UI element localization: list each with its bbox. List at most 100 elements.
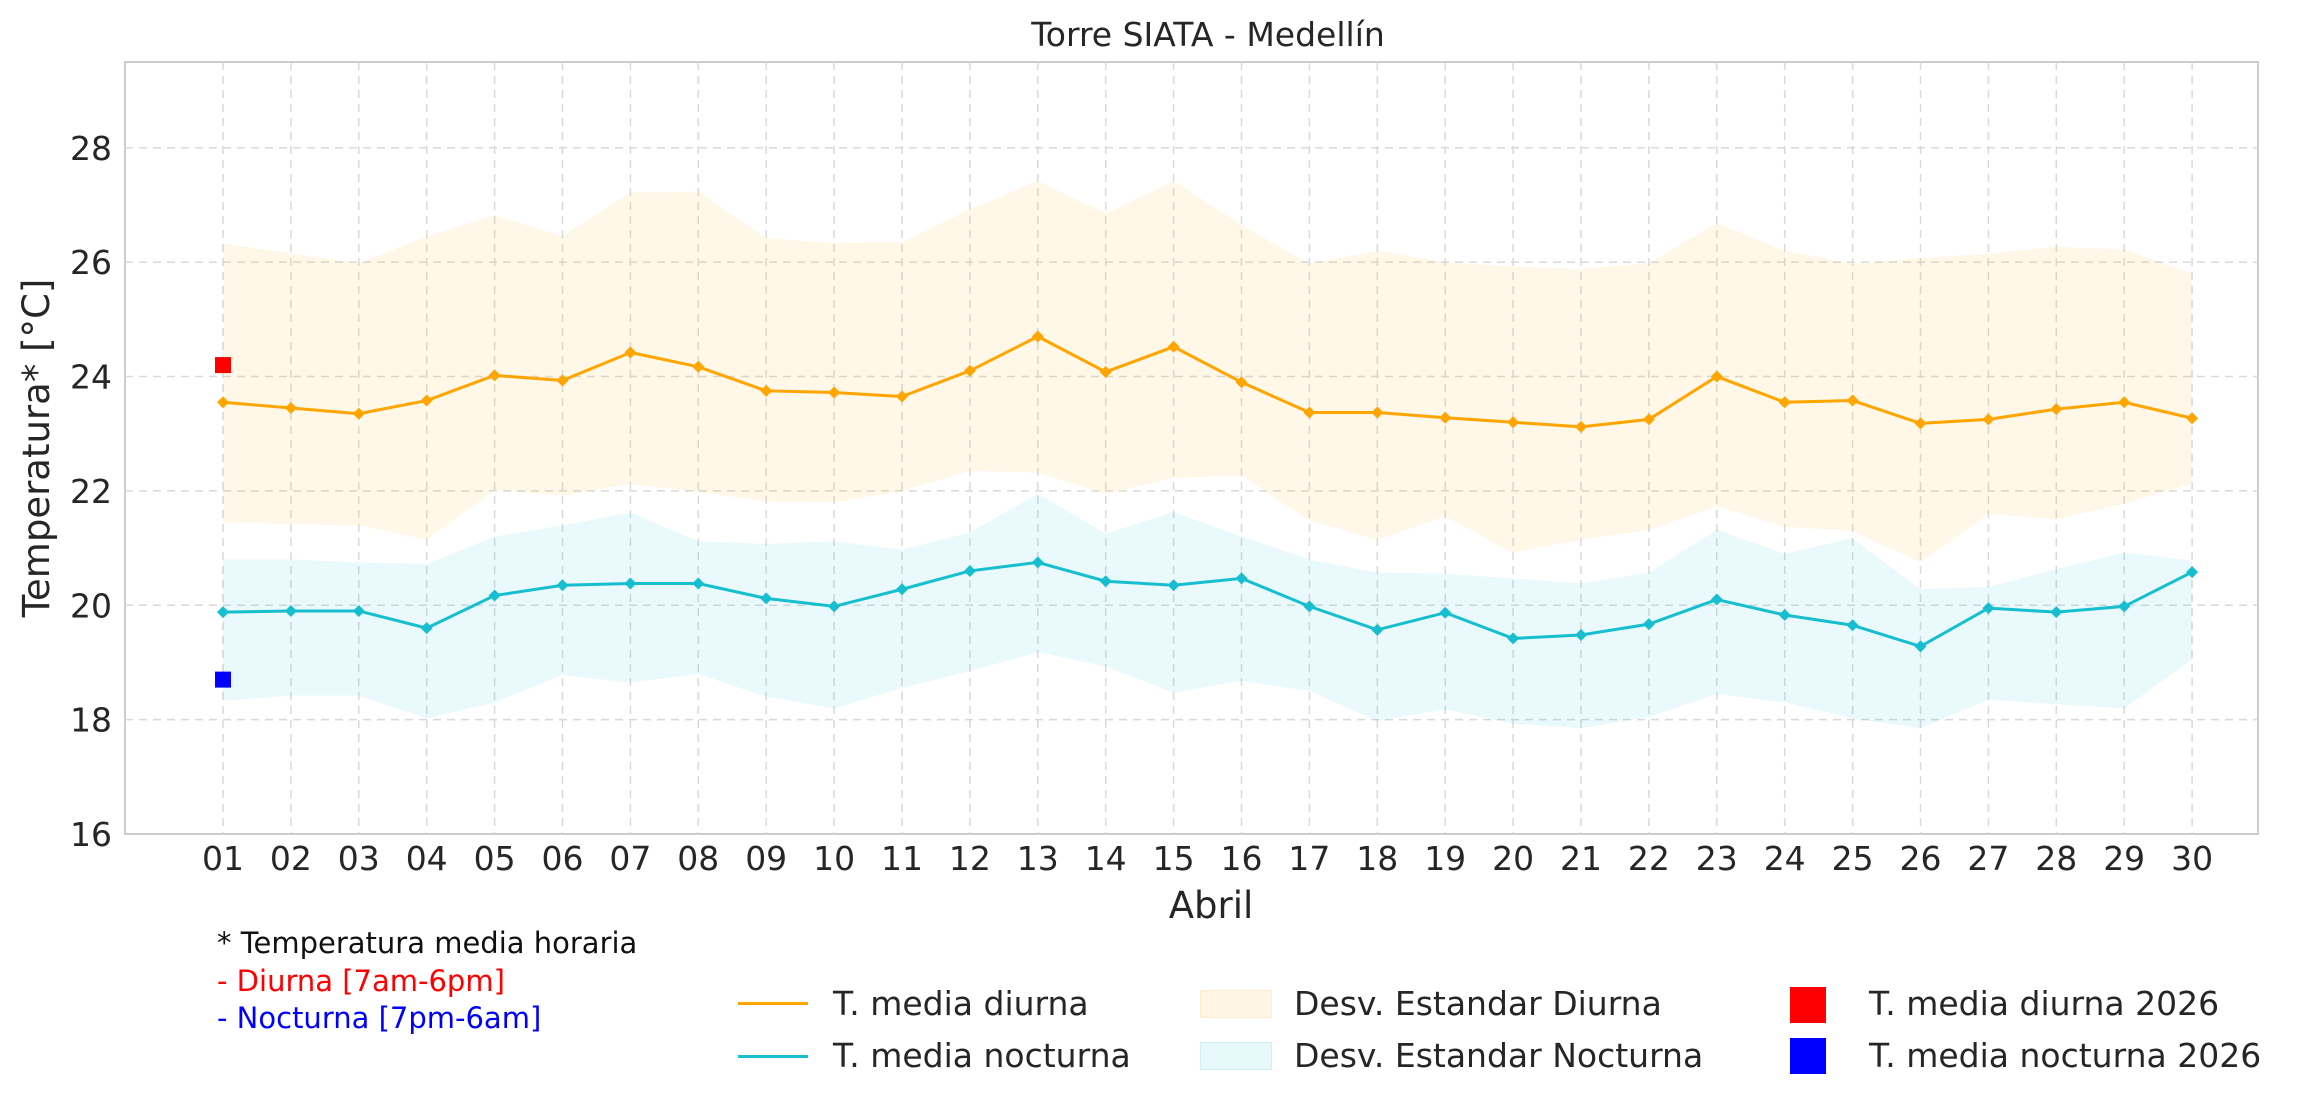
point-nocturna bbox=[352, 604, 365, 617]
point-diurna bbox=[217, 396, 229, 409]
point-nocturna bbox=[1371, 623, 1384, 636]
point-diurna bbox=[692, 360, 705, 373]
point-nocturna bbox=[1642, 618, 1655, 631]
line-nocturna bbox=[222, 560, 2193, 649]
point-diurna bbox=[2186, 412, 2199, 425]
point-nocturna bbox=[1167, 579, 1180, 592]
x-tick-label: 07 bbox=[609, 839, 651, 878]
point-diurna bbox=[284, 401, 297, 414]
point-diurna bbox=[1235, 376, 1248, 389]
point-nocturna bbox=[556, 579, 569, 592]
point-diurna bbox=[352, 407, 365, 420]
point-diurna bbox=[556, 374, 569, 387]
x-tick-label: 09 bbox=[745, 839, 787, 878]
point-diurna bbox=[1167, 340, 1180, 353]
y-tick-label: 22 bbox=[70, 472, 112, 511]
x-tick-label: 25 bbox=[1832, 839, 1874, 878]
note-night-hours: - Nocturna [7pm-6am] bbox=[217, 1001, 542, 1035]
point-diurna bbox=[1642, 413, 1655, 426]
point-diurna bbox=[488, 369, 501, 382]
x-tick-label: 24 bbox=[1764, 839, 1806, 878]
grid-lines bbox=[125, 62, 2258, 834]
chart-title: Torre SIATA - Medellín bbox=[1030, 15, 1385, 54]
point-nocturna bbox=[1099, 575, 1112, 588]
point-diurna bbox=[1846, 394, 1859, 407]
point-nocturna bbox=[1575, 628, 1587, 641]
point-diurna bbox=[1710, 370, 1723, 383]
x-tick-label: 02 bbox=[270, 839, 312, 878]
y-tick-label: 26 bbox=[70, 243, 112, 282]
legend-label-band-nocturna: Desv. Estandar Nocturna bbox=[1294, 1036, 1704, 1075]
marker-diurna-2026 bbox=[215, 357, 231, 374]
point-diurna bbox=[1303, 406, 1316, 419]
legend-swatch-band-nocturna bbox=[1200, 1042, 1272, 1070]
point-nocturna bbox=[1982, 602, 1995, 615]
point-nocturna bbox=[760, 592, 773, 605]
point-diurna bbox=[1439, 411, 1452, 424]
line-diurna bbox=[222, 334, 2193, 429]
point-diurna bbox=[420, 394, 433, 407]
point-nocturna bbox=[1235, 572, 1248, 585]
note-day-hours: - Diurna [7am-6pm] bbox=[217, 964, 505, 998]
x-tick-label: 21 bbox=[1560, 839, 1602, 878]
x-tick-label: 01 bbox=[202, 839, 244, 878]
point-nocturna bbox=[1914, 640, 1927, 653]
x-tick-label: 05 bbox=[474, 839, 516, 878]
x-tick-label: 06 bbox=[542, 839, 584, 878]
x-tick-label: 23 bbox=[1696, 839, 1738, 878]
point-nocturna bbox=[1507, 632, 1520, 645]
x-tick-label: 12 bbox=[949, 839, 991, 878]
point-diurna bbox=[1575, 420, 1587, 433]
x-tick-label: 19 bbox=[1424, 839, 1466, 878]
x-tick-label: 11 bbox=[881, 839, 923, 878]
point-nocturna bbox=[420, 622, 433, 635]
point-nocturna bbox=[1778, 608, 1791, 621]
point-nocturna bbox=[284, 604, 297, 617]
y-tick-label: 18 bbox=[70, 701, 112, 740]
point-nocturna bbox=[624, 577, 637, 590]
point-diurna bbox=[760, 384, 773, 397]
point-diurna bbox=[1982, 413, 1995, 426]
point-nocturna bbox=[2118, 600, 2131, 613]
point-diurna bbox=[1778, 396, 1791, 409]
x-tick-label: 03 bbox=[338, 839, 380, 878]
x-tick-label: 17 bbox=[1288, 839, 1330, 878]
legend-swatch-nocturna-2026 bbox=[1790, 1038, 1826, 1074]
point-diurna bbox=[1031, 330, 1044, 343]
point-nocturna bbox=[2050, 606, 2063, 619]
point-nocturna bbox=[1846, 619, 1859, 632]
point-nocturna bbox=[963, 564, 976, 577]
x-tick-label: 15 bbox=[1153, 839, 1195, 878]
legend-label-nocturna-2026: T. media nocturna 2026 bbox=[1869, 1036, 2262, 1075]
x-tick-label: 04 bbox=[406, 839, 448, 878]
x-tick-label: 08 bbox=[677, 839, 719, 878]
point-diurna bbox=[1371, 406, 1384, 419]
x-tick-label: 28 bbox=[2035, 839, 2077, 878]
point-diurna bbox=[2118, 396, 2131, 409]
legend-label-nocturna: T. media nocturna bbox=[833, 1036, 1131, 1075]
x-tick-labels: 01 02 03 04 05 06 07 08 09 10 11 12 13 14 15 16 17 18 19 20… bbox=[202, 839, 2213, 878]
legend-label-diurna: T. media diurna bbox=[833, 984, 1089, 1023]
series-points bbox=[217, 330, 2199, 653]
x-tick-label: 26 bbox=[1900, 839, 1942, 878]
x-tick-label: 30 bbox=[2171, 839, 2213, 878]
x-tick-label: 20 bbox=[1492, 839, 1534, 878]
y-tick-labels: 16 18 20 22 24 26 28 bbox=[70, 129, 112, 854]
x-tick-label: 18 bbox=[1356, 839, 1398, 878]
x-tick-label: 27 bbox=[1967, 839, 2009, 878]
point-diurna bbox=[624, 346, 637, 359]
point-nocturna bbox=[692, 577, 705, 590]
legend-label-band-diurna: Desv. Estandar Diurna bbox=[1294, 984, 1662, 1023]
point-diurna bbox=[1507, 416, 1520, 429]
point-diurna bbox=[963, 364, 976, 377]
point-nocturna bbox=[1303, 600, 1316, 613]
band-nocturna bbox=[223, 493, 2193, 729]
y-tick-label: 28 bbox=[70, 129, 112, 168]
point-nocturna bbox=[1439, 606, 1452, 619]
std-bands bbox=[223, 180, 2193, 729]
marker-nocturna-2026 bbox=[215, 671, 231, 688]
point-diurna bbox=[1099, 365, 1112, 378]
point-nocturna bbox=[1031, 556, 1044, 569]
point-nocturna bbox=[1710, 593, 1723, 606]
point-nocturna bbox=[2186, 566, 2199, 579]
